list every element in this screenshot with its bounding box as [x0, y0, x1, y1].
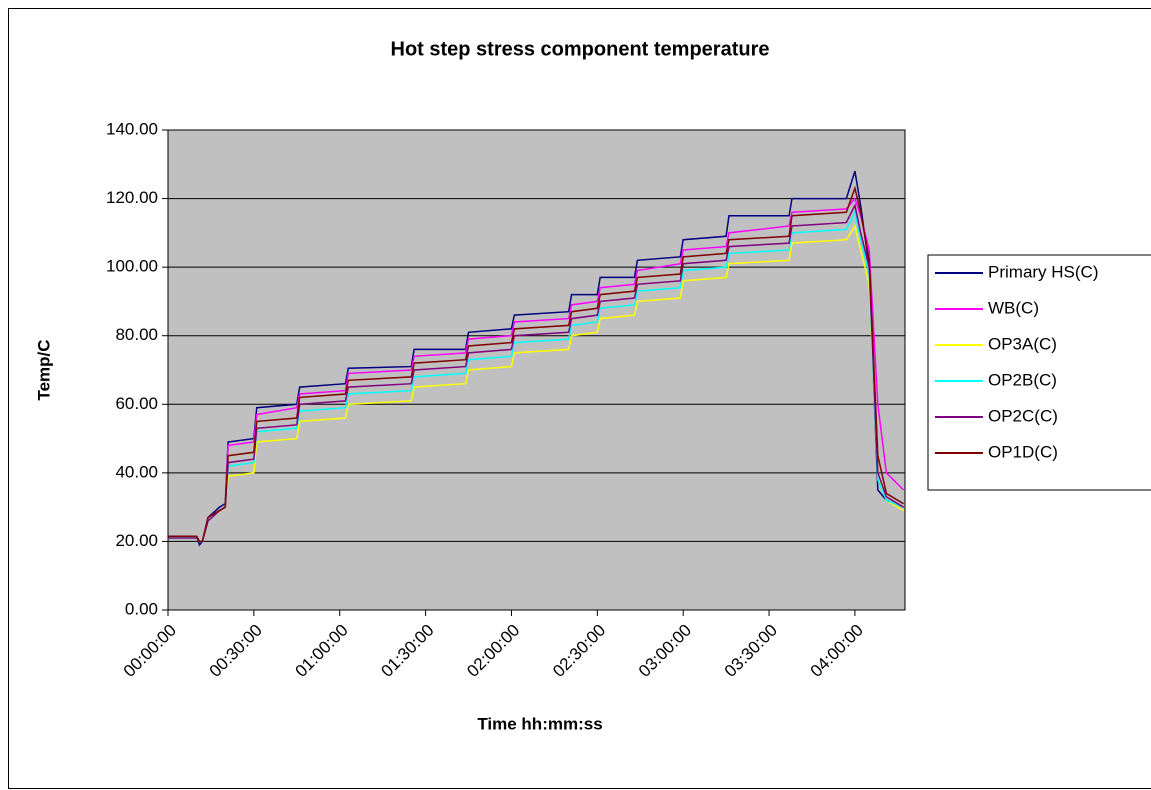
series-line: [168, 185, 904, 543]
y-tick-label: 140.00: [106, 119, 158, 138]
y-tick-label: 0.00: [125, 599, 158, 618]
y-tick-label: 40.00: [115, 462, 158, 481]
legend-label: OP3A(C): [988, 334, 1057, 353]
legend-label: OP2C(C): [988, 406, 1058, 425]
y-axis-label: Temp/C: [34, 339, 53, 400]
legend-label: OP2B(C): [988, 370, 1057, 389]
chart-title: Hot step stress component temperature: [391, 38, 770, 60]
legend-label: OP1D(C): [988, 442, 1058, 461]
x-axis-label: Time hh:mm:ss: [477, 714, 602, 733]
plot-area: [168, 130, 905, 610]
legend-box: [927, 254, 1151, 491]
y-tick-label: 20.00: [115, 531, 158, 550]
legend-label: Primary HS(C): [988, 262, 1099, 281]
plot-border: [167, 129, 906, 611]
y-tick-label: 120.00: [106, 188, 158, 207]
legend-label: WB(C): [988, 298, 1039, 317]
y-tick-label: 100.00: [106, 257, 158, 276]
y-tick-label: 80.00: [115, 325, 158, 344]
y-tick-label: 60.00: [115, 394, 158, 413]
